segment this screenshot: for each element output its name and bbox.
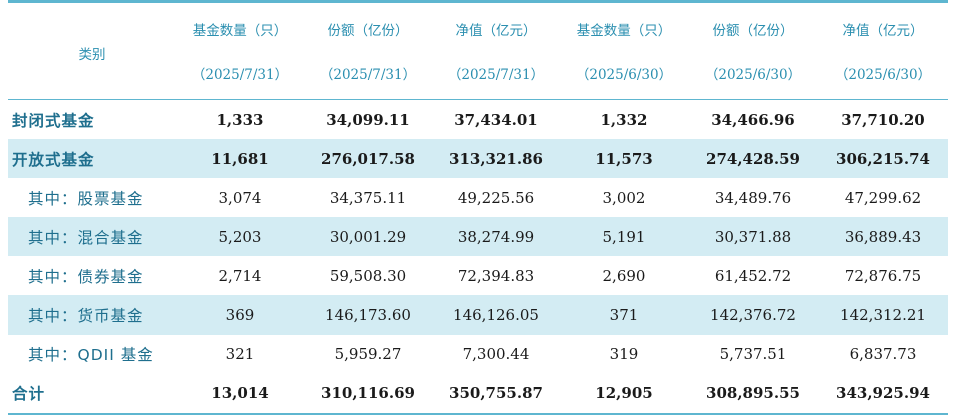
row-category-label: 其中：QDII 基金 [28, 346, 154, 365]
table-cell: 146,126.05 [453, 306, 539, 325]
table-cell: 61,452.72 [714, 266, 792, 285]
table-cell: 1,333 [216, 110, 264, 129]
table-row: 其中：混合基金 5,203 30,001.29 38,274.99 5,191 30,37… [8, 217, 948, 257]
column-header-date: （2025/7/31） [191, 67, 289, 83]
column-header: 基金数量（只） （2025/7/31） [176, 3, 304, 99]
table-row: 其中：QDII 基金 321 5,959.27 7,300.44 319 5,737.51… [8, 335, 948, 374]
column-header: 净值（亿元） （2025/6/30） [818, 3, 948, 99]
table-cell: 142,312.21 [840, 306, 926, 325]
table-row: 其中：债券基金 2,714 59,508.30 72,394.83 2,690 61,45… [8, 256, 948, 295]
row-category-label: 其中：股票基金 [28, 189, 144, 208]
table-cell: 371 [609, 306, 639, 325]
column-header-label: 基金数量（只） [192, 23, 288, 39]
row-category-label: 开放式基金 [12, 150, 95, 169]
column-header-label: 净值（亿元） [455, 23, 537, 39]
column-header-label: 净值（亿元） [842, 23, 924, 39]
table-cell: 37,434.01 [454, 110, 538, 129]
table-cell: 2,714 [218, 266, 262, 285]
column-header: 份额（亿份） （2025/6/30） [688, 3, 818, 99]
table-row: 开放式基金 11,681 276,017.58 313,321.86 11,573 274… [8, 139, 948, 179]
table-cell: 274,428.59 [706, 149, 800, 168]
column-header: 净值（亿元） （2025/7/31） [432, 3, 560, 99]
table-body: 封闭式基金 1,333 34,099.11 37,434.01 1,332 34,466.… [8, 100, 948, 415]
row-category-label: 合计 [12, 385, 46, 404]
table-cell: 11,573 [595, 149, 653, 168]
table-row: 封闭式基金 1,333 34,099.11 37,434.01 1,332 34,466.… [8, 100, 948, 139]
row-category-label: 其中：货币基金 [28, 307, 144, 326]
table-cell: 34,099.11 [326, 110, 410, 129]
table-cell: 12,905 [595, 384, 653, 403]
fund-statistics-table: 类别 基金数量（只） （2025/7/31） 份额（亿份） （2025/7/31… [8, 0, 948, 415]
row-category-label: 其中：混合基金 [28, 228, 144, 247]
column-header: 基金数量（只） （2025/6/30） [560, 3, 688, 99]
table-cell: 34,466.96 [711, 110, 795, 129]
table-cell: 5,191 [602, 227, 646, 246]
table-cell: 72,876.75 [844, 266, 922, 285]
table-cell: 5,203 [218, 227, 262, 246]
table-cell: 319 [609, 345, 639, 364]
column-header: 份额（亿份） （2025/7/31） [304, 3, 432, 99]
row-category-label: 封闭式基金 [12, 111, 95, 130]
category-header-label: 类别 [78, 47, 106, 63]
table-row: 合计 13,014 310,116.69 350,755.87 12,905 308,89… [8, 374, 948, 415]
table-cell: 37,710.20 [841, 110, 925, 129]
table-cell: 321 [225, 345, 255, 364]
column-header-date: （2025/6/30） [575, 67, 673, 83]
column-header-date: （2025/7/31） [319, 67, 417, 83]
table-cell: 30,371.88 [714, 227, 792, 246]
table-cell: 36,889.43 [844, 227, 922, 246]
column-header-label: 份额（亿份） [327, 23, 409, 39]
table-cell: 11,681 [211, 149, 269, 168]
category-header: 类别 [8, 3, 176, 99]
table-cell: 6,837.73 [849, 345, 917, 364]
table-cell: 5,737.51 [719, 345, 787, 364]
table-cell: 38,274.99 [457, 227, 535, 246]
table-cell: 310,116.69 [321, 384, 415, 403]
table-cell: 1,332 [600, 110, 648, 129]
table-cell: 343,925.94 [836, 384, 930, 403]
table-cell: 146,173.60 [325, 306, 411, 325]
column-header-label: 基金数量（只） [576, 23, 672, 39]
table-cell: 13,014 [211, 384, 269, 403]
table-cell: 34,375.11 [329, 188, 407, 207]
column-header-label: 份额（亿份） [712, 23, 794, 39]
table-cell: 49,225.56 [457, 188, 535, 207]
row-category-label: 其中：债券基金 [28, 267, 144, 286]
table-cell: 3,002 [602, 188, 646, 207]
column-header-date: （2025/6/30） [704, 67, 802, 83]
table-cell: 308,895.55 [706, 384, 800, 403]
table-row: 其中：股票基金 3,074 34,375.11 49,225.56 3,002 34,48… [8, 178, 948, 217]
table-cell: 350,755.87 [449, 384, 543, 403]
table-cell: 142,376.72 [710, 306, 796, 325]
table-cell: 276,017.58 [321, 149, 415, 168]
column-header-date: （2025/7/31） [447, 67, 545, 83]
table-row: 其中：货币基金 369 146,173.60 146,126.05 371 142,376… [8, 295, 948, 335]
table-cell: 34,489.76 [714, 188, 792, 207]
table-header: 类别 基金数量（只） （2025/7/31） 份额（亿份） （2025/7/31… [8, 0, 948, 100]
table-cell: 47,299.62 [844, 188, 922, 207]
table-cell: 59,508.30 [329, 266, 407, 285]
table-cell: 3,074 [218, 188, 262, 207]
table-cell: 30,001.29 [329, 227, 407, 246]
table-cell: 72,394.83 [457, 266, 535, 285]
table-cell: 5,959.27 [334, 345, 402, 364]
table-cell: 7,300.44 [462, 345, 530, 364]
table-cell: 313,321.86 [449, 149, 543, 168]
table-cell: 306,215.74 [836, 149, 930, 168]
column-header-date: （2025/6/30） [834, 67, 932, 83]
table-cell: 2,690 [602, 266, 646, 285]
table-cell: 369 [225, 306, 255, 325]
